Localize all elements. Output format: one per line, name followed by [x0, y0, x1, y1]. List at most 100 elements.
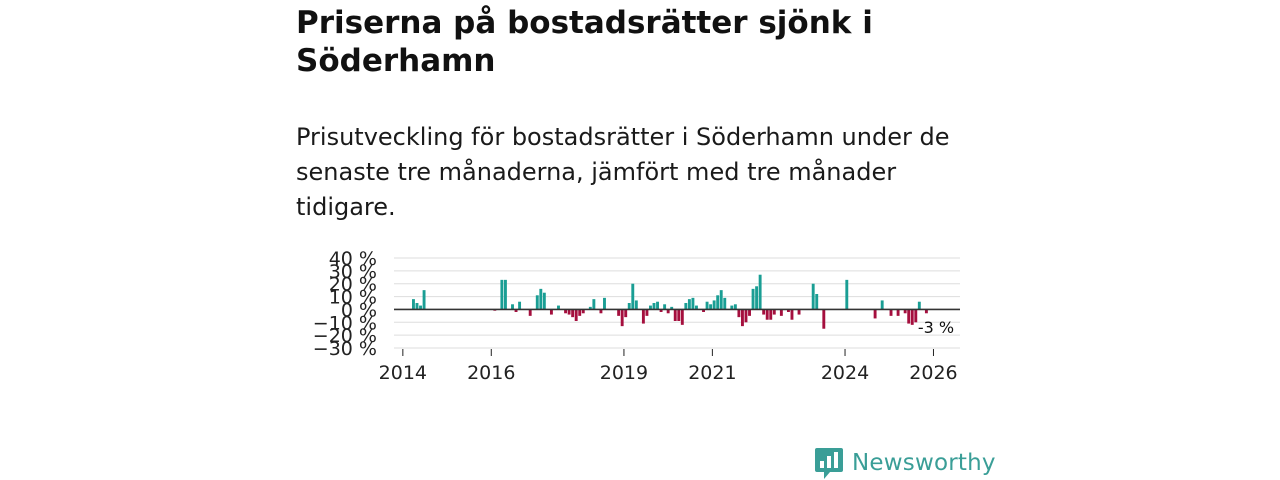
bar: [896, 309, 900, 316]
bar: [542, 292, 546, 310]
bar: [627, 303, 631, 310]
bar: [687, 299, 691, 310]
bar: [592, 299, 596, 310]
bar: [811, 283, 815, 310]
bar: [712, 300, 716, 310]
bar: [503, 279, 507, 310]
bar: [751, 288, 755, 310]
bar: [663, 304, 667, 310]
bar: [797, 309, 801, 315]
bar: [641, 309, 645, 324]
bar: [779, 309, 783, 316]
bar: [740, 309, 744, 327]
chart-subtitle: Prisutveckling för bostadsrätter i Söder…: [296, 123, 950, 221]
bar: [557, 305, 560, 310]
brand-name: Newsworthy: [852, 450, 996, 476]
bar: [786, 309, 790, 312]
bar: [659, 309, 663, 312]
x-tick-label: 2014: [379, 362, 427, 384]
bar: [422, 290, 426, 310]
bar: [733, 304, 737, 310]
bar: [889, 309, 893, 316]
bar: [769, 309, 773, 320]
bar: [666, 309, 670, 314]
bar: [907, 309, 911, 324]
x-tick-label: 2026: [909, 362, 957, 384]
bar: [535, 295, 539, 310]
bar: [755, 286, 759, 310]
bar: [574, 309, 578, 321]
bar: [564, 309, 568, 314]
x-tick-label: 2016: [467, 362, 515, 384]
bar: [599, 309, 603, 314]
bar: [588, 306, 592, 310]
bar: [567, 309, 571, 315]
bar: [670, 306, 674, 310]
y-axis-labels: 40 %30 %20 %10 %0 %−10 %−20 %−30 %: [313, 248, 377, 360]
y-tick-label: 30 %: [329, 261, 377, 283]
newsworthy-logo-icon: [815, 448, 843, 479]
bar: [815, 294, 819, 310]
bar: [656, 301, 659, 310]
bar: [719, 290, 723, 310]
bar: [730, 305, 734, 310]
bar: [539, 288, 543, 310]
bar: [762, 309, 766, 315]
page-title: Priserna på bostadsrätter sjönk i Söderh…: [296, 5, 873, 79]
x-axis: 2014 2016 2019 2021 2024 2026: [379, 349, 958, 384]
y-tick-label: 20 %: [329, 274, 377, 296]
bar: [914, 309, 918, 323]
bar: [684, 303, 688, 310]
bar: [709, 304, 713, 310]
bar: [880, 300, 884, 310]
bar: [652, 303, 656, 310]
bar: [695, 305, 698, 310]
bar: [528, 309, 532, 316]
bar: [677, 309, 681, 321]
bar: [419, 305, 422, 310]
bar: [790, 309, 794, 320]
bar: [744, 309, 748, 323]
bar: [873, 309, 877, 319]
x-tick-label: 2024: [821, 362, 869, 384]
gridlines: [394, 257, 960, 349]
bar: [631, 283, 635, 310]
bar: [549, 309, 553, 315]
brand-logo: Newsworthy: [814, 446, 996, 480]
bar: [511, 304, 514, 310]
bar: [620, 309, 624, 327]
bar: [415, 303, 419, 310]
bar: [514, 309, 518, 312]
bar: [924, 309, 928, 314]
bar: [617, 309, 621, 316]
y-tick-label: −20 %: [313, 325, 377, 347]
bar: [845, 279, 849, 310]
bar: [649, 305, 652, 310]
bar: [691, 297, 695, 310]
bar: [723, 297, 727, 310]
bar: [910, 309, 914, 325]
bar: [903, 309, 907, 314]
bar: [581, 309, 585, 314]
bar: [680, 309, 684, 325]
y-tick-label: 40 %: [329, 248, 377, 270]
bar: [634, 300, 638, 310]
bar: [822, 309, 826, 329]
bars: [412, 274, 928, 329]
bar: [716, 295, 720, 310]
bar: [603, 297, 606, 310]
y-tick-label: 10 %: [329, 287, 377, 309]
bar: [500, 279, 504, 310]
x-tick-label: 2019: [600, 362, 648, 384]
bar: [705, 301, 709, 310]
bar: [624, 309, 628, 318]
bar: [578, 309, 582, 316]
price-change-bar-chart: 40 %30 %20 %10 %0 %−10 %−20 %−30 % 2014 2…: [313, 248, 960, 384]
bar: [917, 301, 921, 310]
x-tick-label: 2021: [688, 362, 736, 384]
last-value-label: -3 %: [918, 318, 954, 337]
y-tick-label: −10 %: [313, 312, 377, 334]
bar: [571, 309, 575, 318]
y-tick-label: 0 %: [341, 299, 377, 321]
bar: [645, 309, 649, 316]
